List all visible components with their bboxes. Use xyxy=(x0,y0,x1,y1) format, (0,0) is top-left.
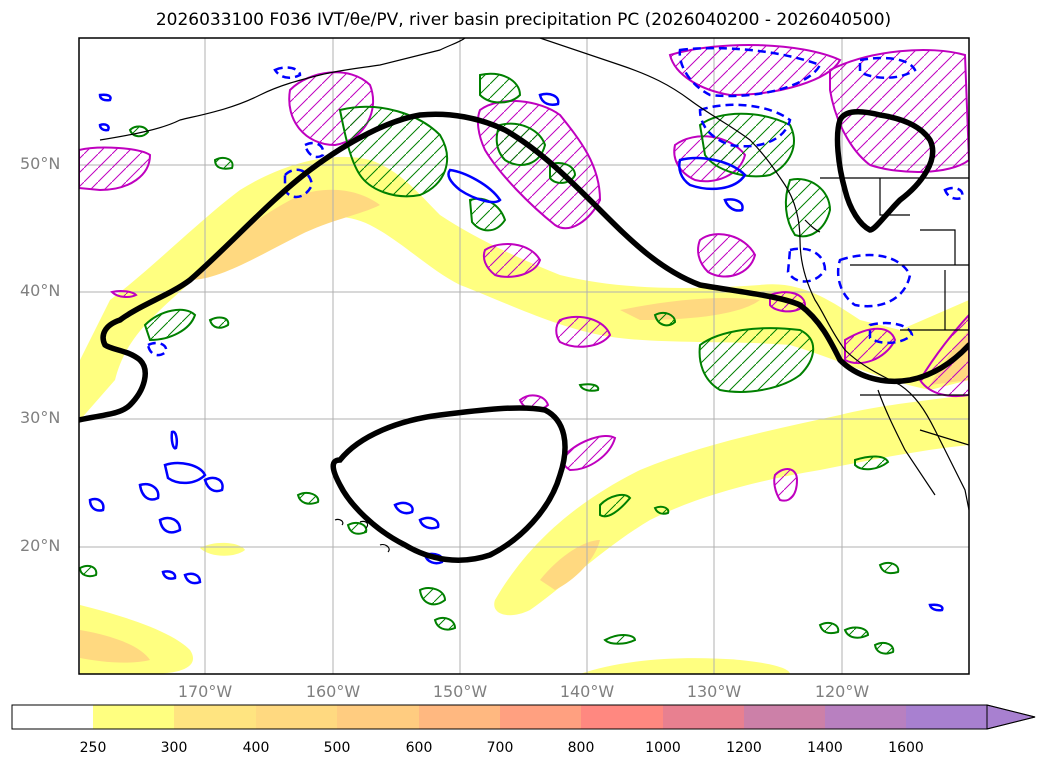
ivt-band-north xyxy=(80,156,969,421)
colorbar-segment xyxy=(825,705,906,729)
colorbar-extend-arrow xyxy=(986,704,1036,730)
colorbar-label: 700 xyxy=(486,740,514,756)
colorbar-segment xyxy=(500,705,581,729)
lon-label-170w: 170°W xyxy=(177,682,233,701)
lat-label-50: 50°N xyxy=(20,154,61,173)
lon-label-160w: 160°W xyxy=(305,682,361,701)
lon-label-150w: 150°W xyxy=(432,682,488,701)
map-frame xyxy=(78,37,970,675)
ivt-sw-blob-core xyxy=(80,630,150,663)
lat-label-20: 20°N xyxy=(20,536,61,555)
hawaii-islands xyxy=(334,518,390,553)
ivt-band-southeast-core xyxy=(540,540,600,590)
lon-label-120w: 120°W xyxy=(814,682,870,701)
colorbar-label: 1600 xyxy=(888,740,924,756)
colorbar-segment xyxy=(744,705,825,729)
colorbar-segment xyxy=(581,705,663,729)
pc-contours xyxy=(79,108,969,563)
ivt-bottom-strip xyxy=(580,658,790,674)
colorbar xyxy=(11,704,1036,730)
map-title: 2026033100 F036 IVT/θe/PV, river basin p… xyxy=(155,10,892,30)
magenta-contours xyxy=(79,44,969,502)
colorbar-label: 600 xyxy=(405,740,433,756)
coastlines xyxy=(99,38,969,511)
colorbar-segment xyxy=(256,705,337,729)
colorbar-label: 800 xyxy=(567,740,595,756)
lat-label-30: 30°N xyxy=(20,408,61,427)
colorbar-segment xyxy=(663,705,744,729)
green-contours xyxy=(79,72,900,655)
ivt-small-blob xyxy=(200,542,245,556)
ivt-band-southeast xyxy=(494,395,969,616)
colorbar-label: 1200 xyxy=(726,740,762,756)
colorbar-label: 300 xyxy=(160,740,188,756)
colorbar-segment xyxy=(419,705,500,729)
lat-label-40: 40°N xyxy=(20,281,61,300)
colorbar-segment xyxy=(906,705,987,729)
colorbar-label: 250 xyxy=(79,740,107,756)
colorbar-segment xyxy=(93,705,174,729)
map-area xyxy=(79,38,969,674)
blue-contours xyxy=(88,46,964,612)
ivt-shading xyxy=(80,156,969,674)
colorbar-label: 500 xyxy=(323,740,351,756)
colorbar-label: 1000 xyxy=(645,740,681,756)
colorbar-label: 400 xyxy=(242,740,270,756)
lon-label-130w: 130°W xyxy=(686,682,742,701)
colorbar-outline xyxy=(11,704,1036,730)
colorbar-segment xyxy=(12,705,93,729)
colorbar-segment xyxy=(337,705,419,729)
lon-label-140w: 140°W xyxy=(559,682,615,701)
colorbar-segment xyxy=(174,705,256,729)
colorbar-label: 1400 xyxy=(807,740,843,756)
